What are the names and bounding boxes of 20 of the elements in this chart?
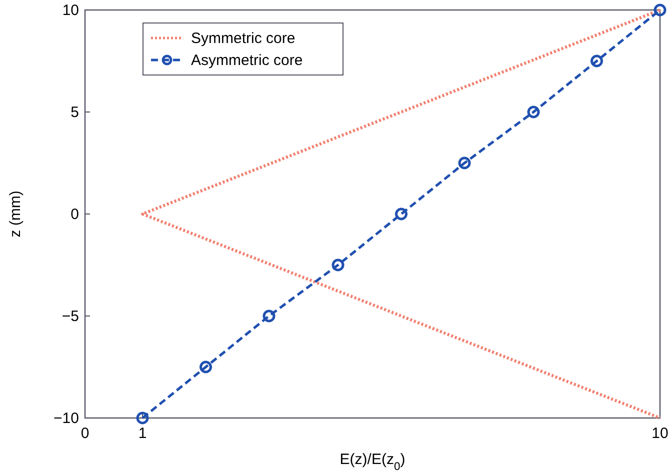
point [527,106,540,118]
point [395,208,408,220]
point [654,4,666,16]
y-tick-label: −5 [62,308,79,325]
y-tick-label: 10 [62,2,79,19]
y-tick-label: 0 [70,206,79,223]
point [200,360,212,374]
point [332,258,344,272]
legend-label: Asymmetric core [191,52,303,69]
y-tick-label: −10 [54,410,79,427]
legend-label: Symmetric core [191,30,296,47]
x-tick-label: 1 [138,425,147,442]
y-tick-label: 5 [70,104,79,121]
x-axis-title: E(z)/E(z$_{0}$) [340,451,406,473]
point [458,156,471,170]
point [262,310,276,322]
y-axis-title: z (mm) [7,190,24,238]
x-tick-label: 10 [652,425,668,442]
point [136,412,149,424]
point [590,54,603,68]
